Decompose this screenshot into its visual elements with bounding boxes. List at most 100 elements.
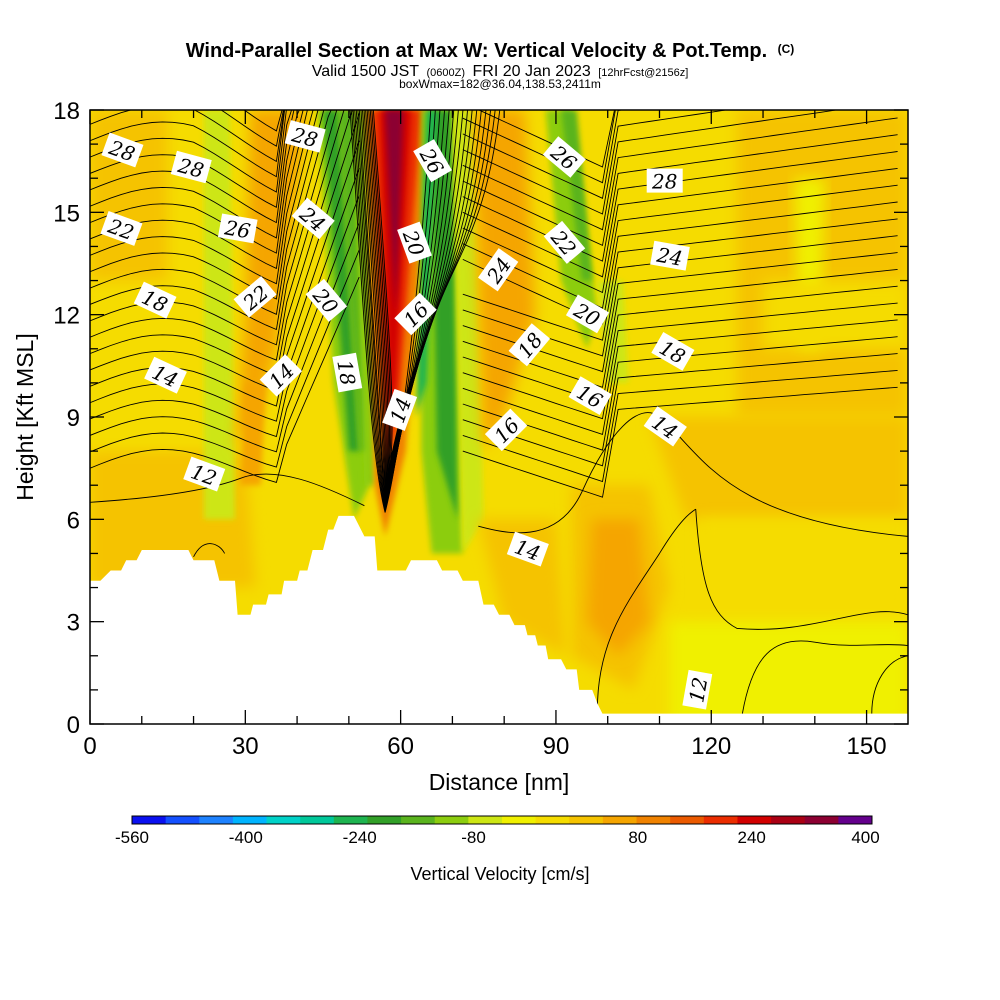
y-tick-label: 0: [67, 712, 80, 739]
theta-contour-line: [462, 110, 729, 215]
subtitle-forecast: [12hrFcst@2156z]: [598, 67, 688, 79]
theta-contour-line: [90, 110, 286, 178]
colorbar-swatch: [165, 816, 200, 824]
theta-contour-line: [368, 110, 487, 493]
velocity-region: [90, 110, 168, 281]
colorbar-swatch: [703, 816, 738, 824]
colorbar-swatch: [535, 816, 570, 824]
x-tick-label: 120: [691, 733, 731, 760]
theta-contour-line: [90, 222, 360, 453]
theta-contour-line: [90, 110, 300, 239]
colorbar-swatch: [300, 816, 335, 824]
colorbar-swatch: [838, 816, 873, 824]
theta-contour-line: [90, 110, 319, 300]
contour-label: 18: [332, 352, 363, 393]
colorbar-swatch: [502, 816, 537, 824]
velocity-region: [700, 519, 908, 605]
theta-contour-line: [462, 386, 898, 498]
theta-contour-line: [462, 285, 898, 404]
theta-contour-line: [372, 110, 501, 488]
colorbar-swatch: [401, 816, 436, 824]
y-tick-label: 15: [53, 200, 80, 227]
colorbar-tick-label: 400: [851, 828, 879, 847]
colorbar-swatch: [771, 816, 806, 824]
velocity-region: [240, 382, 267, 486]
contour-label-text: 28: [651, 170, 677, 194]
theta-contour-line: [363, 110, 473, 498]
colorbar-title: Vertical Velocity [cm/s]: [410, 864, 589, 884]
theta-contour-line: [355, 110, 450, 506]
contour-label: 26: [217, 213, 258, 243]
theta-contour-line: [90, 113, 360, 392]
contour-label-text: 18: [332, 358, 360, 387]
subtitle-valid: Valid 1500 JST: [312, 63, 420, 80]
colorbar-tick-label: -560: [115, 828, 149, 847]
theta-contour-line: [462, 353, 898, 467]
y-axis-label: Height [Kft MSL]: [12, 333, 38, 500]
theta-contour-line: [90, 140, 360, 407]
theta-contour-line: [462, 110, 625, 199]
colorbar-swatch: [232, 816, 268, 824]
theta-contour-line: [462, 110, 616, 184]
theta-contour-line: [362, 110, 468, 499]
contour-label: 12: [682, 669, 712, 710]
y-tick-label: 18: [53, 98, 80, 125]
velocity-region: [669, 621, 908, 724]
y-tick-label: 9: [67, 405, 80, 432]
colorbar-tick-label: 80: [628, 828, 647, 847]
x-tick-label: 60: [387, 733, 414, 760]
theta-contour-line: [462, 201, 898, 325]
x-tick-label: 90: [543, 733, 570, 760]
theta-contour-line: [741, 640, 908, 714]
velocity-region: [385, 110, 404, 315]
contour-label-text: 24: [654, 242, 684, 270]
theta-contour-line: [351, 110, 436, 511]
y-tick-label: 12: [53, 303, 80, 330]
theta-contour-line: [349, 110, 432, 513]
y-tick-label: 6: [67, 507, 80, 534]
theta-contour-line: [462, 117, 898, 247]
colorbar-swatch: [367, 816, 402, 824]
x-tick-label: 30: [232, 733, 259, 760]
colorbar-tick-label: -240: [343, 828, 377, 847]
theta-contour-line: [462, 218, 898, 341]
colorbar-swatch: [468, 816, 503, 824]
theta-contour-line: [352, 110, 441, 510]
theta-contour-line: [90, 195, 360, 438]
x-tick-label: 0: [83, 733, 96, 760]
velocity-region: [545, 110, 598, 349]
theta-contour-line: [220, 110, 284, 147]
chart-title-suffix: (C): [778, 42, 795, 56]
subtitle-date: FRI 20 Jan 2023: [472, 63, 590, 80]
theta-contour-line: [193, 543, 226, 558]
theta-contour-line: [462, 268, 898, 388]
theta-contour-line: [365, 110, 478, 496]
colorbar-frame: [131, 815, 873, 825]
velocity-region: [597, 280, 629, 383]
colorbar-swatch: [804, 816, 839, 824]
colorbar: -560 -400 -240 -80 80 240 400: [115, 815, 880, 847]
contour-label-text: 26: [222, 215, 252, 243]
colorbar-swatch: [333, 816, 368, 824]
theta-contour-line: [369, 110, 491, 491]
velocity-region: [649, 417, 908, 520]
theta-contour-line: [90, 276, 360, 483]
theta-contour-line: [90, 249, 360, 468]
colorbar-tick-label: -80: [461, 828, 486, 847]
chart-title: Wind-Parallel Section at Max W: Vertical…: [186, 40, 795, 62]
theta-contour-line: [90, 110, 285, 163]
colorbar-swatch: [737, 816, 772, 824]
theta-contour-line: [462, 184, 898, 309]
theta-contour-line: [357, 110, 455, 505]
velocity-region: [587, 519, 650, 656]
colorbar-swatch: [434, 816, 469, 824]
theta-contour-line: [695, 509, 908, 630]
chart-subtitle: Valid 1500 JST (0600Z) FRI 20 Jan 2023 […: [312, 63, 689, 80]
theta-contour-line: [366, 110, 482, 494]
theta-contour-line: [90, 110, 338, 346]
theta-contour-line: [462, 167, 898, 294]
theta-contour-line: [462, 302, 898, 420]
terrain: [90, 515, 908, 724]
